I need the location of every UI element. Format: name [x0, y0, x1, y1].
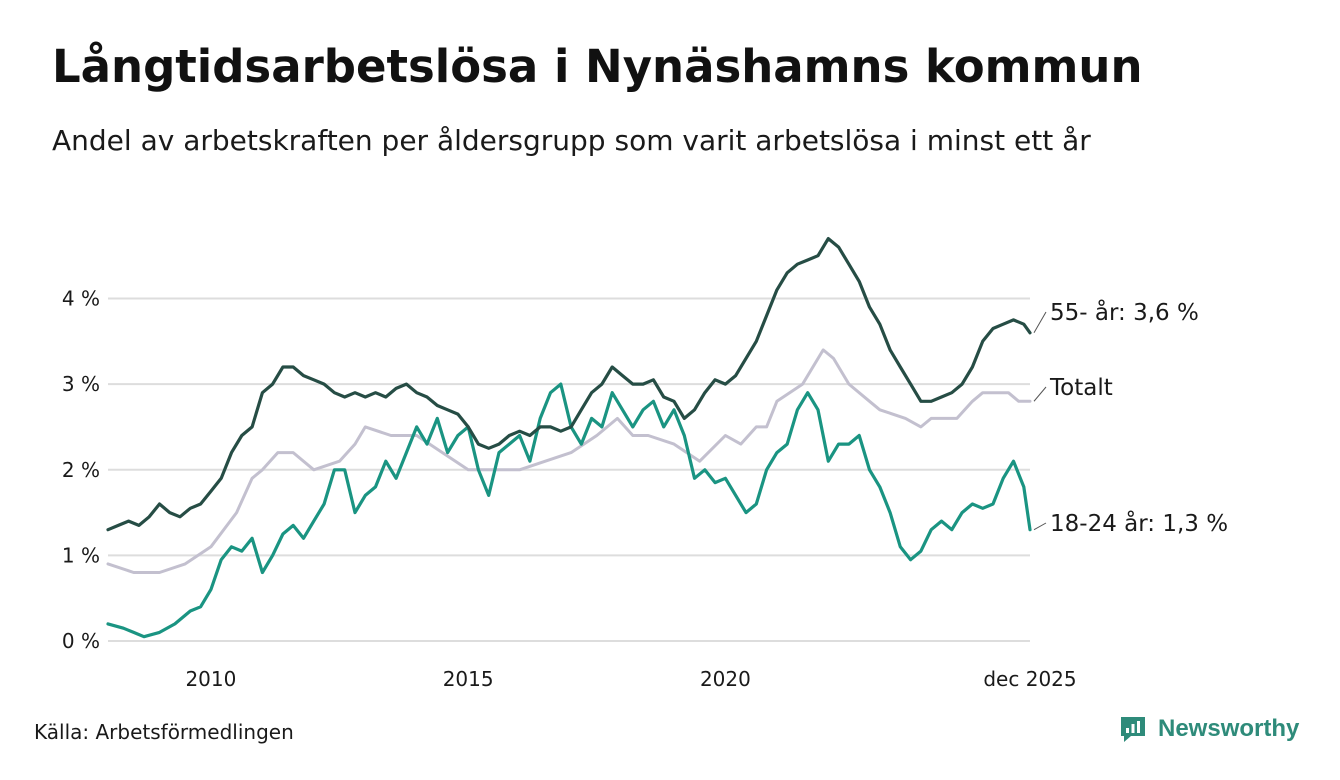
- x-axis-ticks: 2010 2015 2020 dec 2025: [185, 667, 1076, 691]
- end-label-55-r: 55- år: 3,6 %: [1050, 298, 1199, 326]
- y-axis-ticks: 0 % 1 % 2 % 3 % 4 %: [62, 287, 100, 654]
- series-end-labels: Totalt 18-24 år: 1,3 % 55- år: 3,6 %: [1033, 298, 1228, 537]
- series-line-18-24-r: [106, 382, 1032, 639]
- x-tick-label: 2020: [700, 667, 751, 691]
- y-tick-label: 3 %: [62, 372, 100, 396]
- end-label-totalt: Totalt: [1049, 375, 1113, 401]
- page-subtitle: Andel av arbetskraften per åldersgrupp s…: [52, 124, 1091, 157]
- end-label-connector: [1033, 386, 1047, 402]
- end-label-connector: [1033, 522, 1047, 531]
- y-tick-label: 4 %: [62, 287, 100, 311]
- x-tick-label: dec 2025: [983, 667, 1076, 691]
- newsworthy-logo-icon: [1121, 717, 1145, 742]
- brand-name: Newsworthy: [1158, 715, 1300, 742]
- y-tick-label: 1 %: [62, 543, 100, 567]
- grid-lines: [108, 297, 1030, 642]
- page-title: Långtidsarbetslösa i Nynäshamns kommun: [52, 40, 1143, 93]
- end-label-18-24-r: 18-24 år: 1,3 %: [1050, 509, 1228, 537]
- x-tick-label: 2010: [185, 667, 236, 691]
- source-note: Källa: Arbetsförmedlingen: [34, 720, 294, 744]
- series-line-55-r: [106, 237, 1032, 532]
- y-tick-label: 0 %: [62, 629, 100, 653]
- x-tick-label: 2015: [443, 667, 494, 691]
- brand-logo: Newsworthy: [1118, 714, 1299, 744]
- series-line-totalt: [106, 348, 1032, 574]
- end-label-connector: [1033, 311, 1047, 334]
- series-lines: [106, 237, 1032, 639]
- y-tick-label: 2 %: [62, 458, 100, 482]
- line-chart: 0 % 1 % 2 % 3 % 4 % 2010 2015 2020 dec 2025 Tot…: [62, 237, 1228, 691]
